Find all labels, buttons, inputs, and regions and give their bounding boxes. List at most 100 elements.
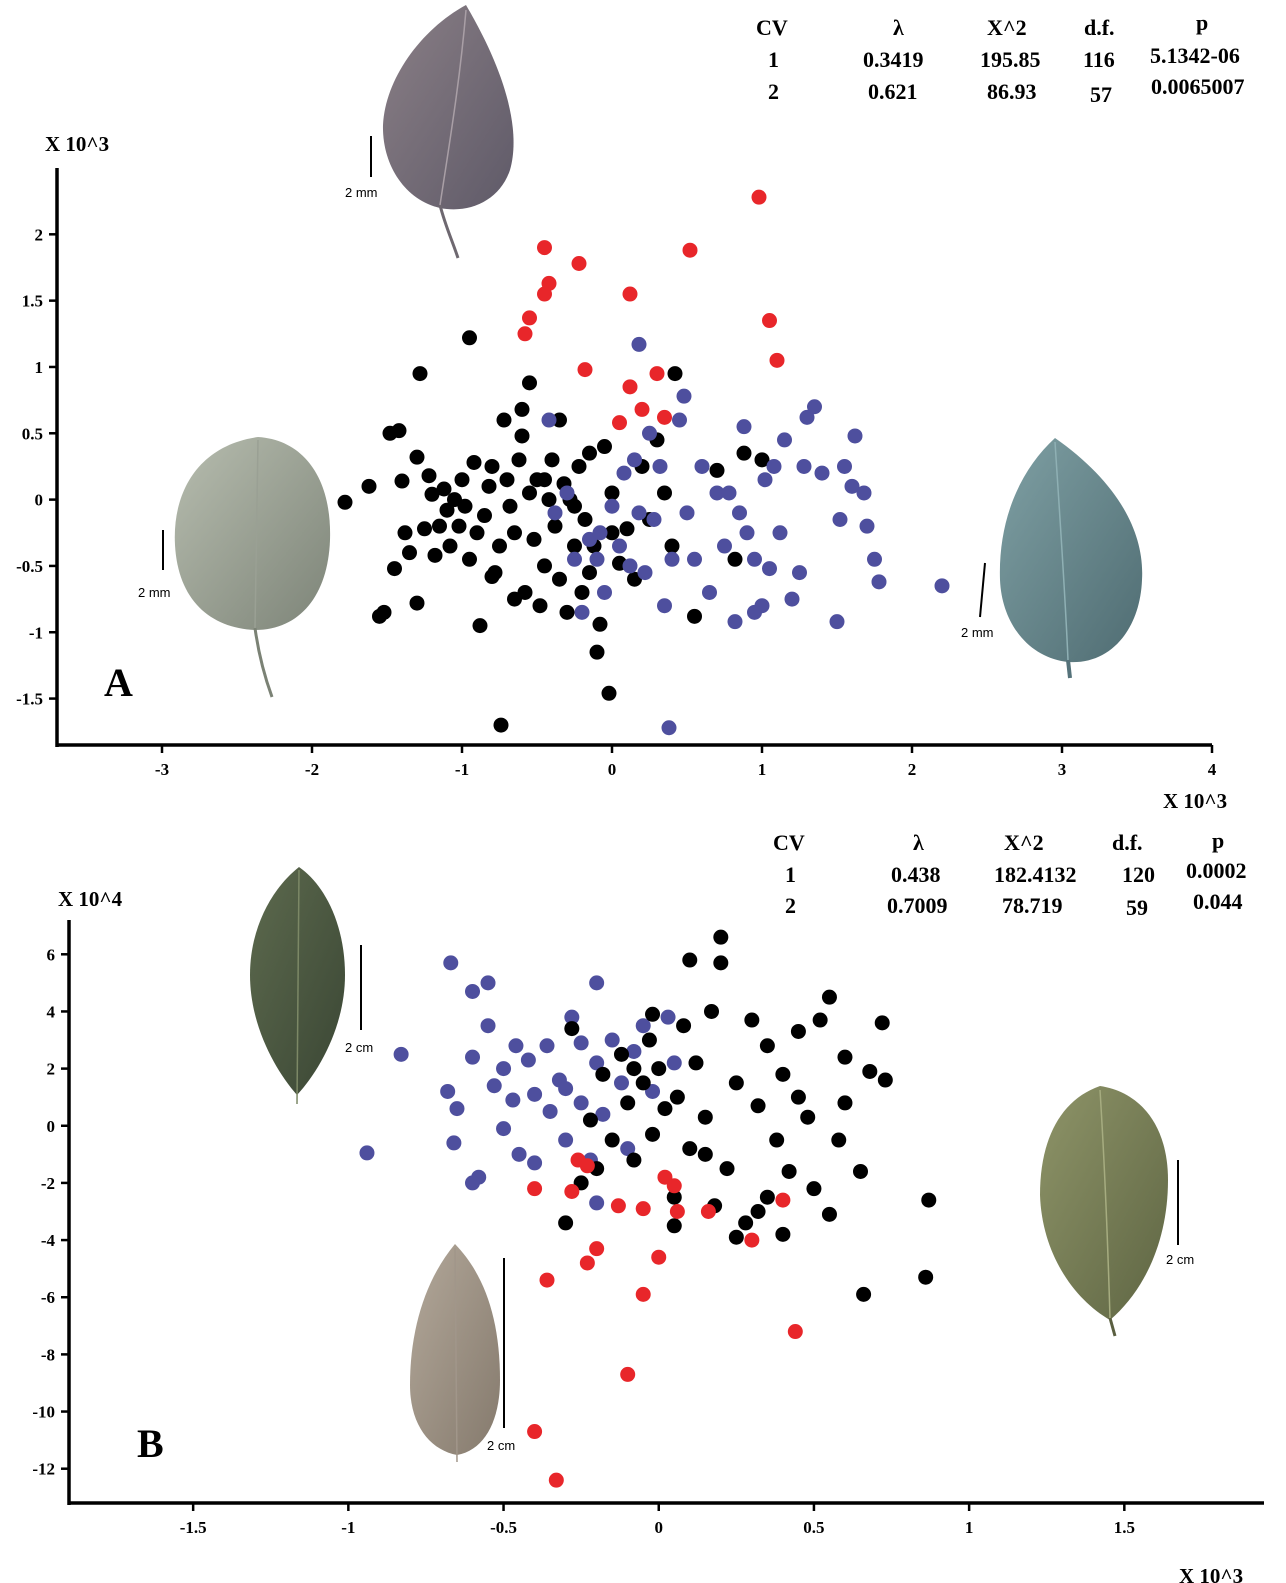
data-point-blue [626,1043,642,1059]
data-point-black [472,618,488,634]
y-tick-label: 1 [35,358,44,377]
stats-table: CV λ X^2 d.f. p 1 0.438 182.4132 120 0.0… [773,828,1247,920]
data-point-black [918,1269,934,1285]
scatter-points [359,929,937,1488]
data-point-black [831,1132,847,1148]
data-point-blue [589,1055,605,1071]
data-point-blue [631,505,647,521]
data-point-black [709,462,725,478]
stat-cell: 57 [1090,82,1112,107]
data-point-black [462,330,477,346]
data-point-blue [762,561,777,577]
data-point-black [493,717,509,733]
data-point-red [577,362,593,378]
data-point-red [522,310,537,326]
panel-b: 2 cm 2 cm 2 cm -1.5 -1 -0.5 0 0.5 1 1.5 -12 -10… [32,828,1264,1583]
data-point-black [409,595,425,611]
data-point-black [790,1023,806,1039]
data-point-black [800,1109,816,1125]
panel-label: A [104,660,133,705]
data-point-black [635,1075,651,1091]
data-point-red [669,1204,685,1219]
data-point-black [454,472,470,488]
data-point-blue [736,419,752,435]
data-point-blue [480,975,496,991]
data-point-red [682,242,698,258]
data-point-black [337,494,353,510]
data-point-blue [660,1009,676,1025]
stat-header-p: p [1196,10,1208,35]
data-point-black [601,685,617,701]
data-point-black [727,551,743,567]
data-point-red [612,415,627,431]
data-point-black [744,1012,760,1028]
data-point-blue [717,538,732,554]
data-point-blue [520,1052,536,1068]
data-point-red [527,1181,543,1197]
data-point-red [651,1249,667,1265]
data-point-blue [559,485,575,501]
data-point-black [626,1061,642,1077]
data-point-black [559,604,575,620]
data-point-black [921,1192,937,1208]
data-point-blue [652,458,668,474]
data-point-blue [527,1086,543,1102]
data-point-blue [721,485,737,501]
data-point-red [539,1272,555,1288]
data-point-black [597,439,612,455]
data-point-blue [558,1132,574,1148]
data-point-black [402,545,417,561]
data-point-black [697,1146,713,1162]
data-point-black [582,445,597,461]
data-point-blue [359,1145,375,1161]
data-point-black [620,1095,636,1111]
data-point-black [626,1152,642,1168]
data-point-black [397,525,413,541]
data-point-black [507,525,522,541]
data-point-black [862,1063,878,1079]
data-point-black [558,1215,574,1231]
stat-cell: 5.1342-06 [1150,43,1240,68]
data-point-black [567,538,582,554]
data-point-red [769,352,785,368]
scatter-points [337,189,950,736]
panel-a: 2 mm 2 mm 2 mm -3 -2 -1 0 1 2 3 4 -1.5 -1 -0.5 0 0.… [16,5,1245,813]
stat-cell: 0.3419 [863,47,924,72]
data-point-black [856,1286,872,1302]
data-point-blue [627,452,642,468]
data-point-red [622,286,638,302]
data-point-black [376,604,392,620]
data-point-black [812,1012,828,1028]
x-ticks: -1.5 -1 -0.5 0 0.5 1 1.5 [180,1503,1135,1537]
x-scale-label: X 10^3 [1179,1564,1243,1583]
data-point-black [645,1126,661,1142]
stat-cell: 2 [785,893,796,918]
data-point-black [522,485,537,501]
x-tick-label: 0.5 [803,1518,824,1537]
data-point-black [537,472,552,488]
data-point-blue [709,485,725,501]
leaf-image-left [174,437,331,698]
data-point-blue [564,1009,580,1025]
data-point-blue [465,1049,481,1065]
data-point-black [421,468,437,484]
data-point-black [759,1189,775,1205]
data-point-black [667,366,683,382]
data-point-black [619,521,635,537]
data-point-blue [772,525,788,541]
data-point-black [462,551,477,567]
data-point-blue [867,551,882,567]
data-point-black [589,644,605,660]
x-tick-label: 0 [608,760,617,779]
data-point-black [391,423,407,439]
leaf-image-right [999,438,1143,679]
stat-cell: 116 [1083,47,1115,72]
data-point-blue [807,399,822,415]
x-tick-label: 0 [654,1518,663,1537]
data-point-blue [732,505,747,521]
data-point-black [687,608,702,624]
data-point-black [704,1003,720,1019]
data-point-red [548,1472,564,1488]
data-point-black [469,525,485,541]
data-point-blue [687,551,702,567]
